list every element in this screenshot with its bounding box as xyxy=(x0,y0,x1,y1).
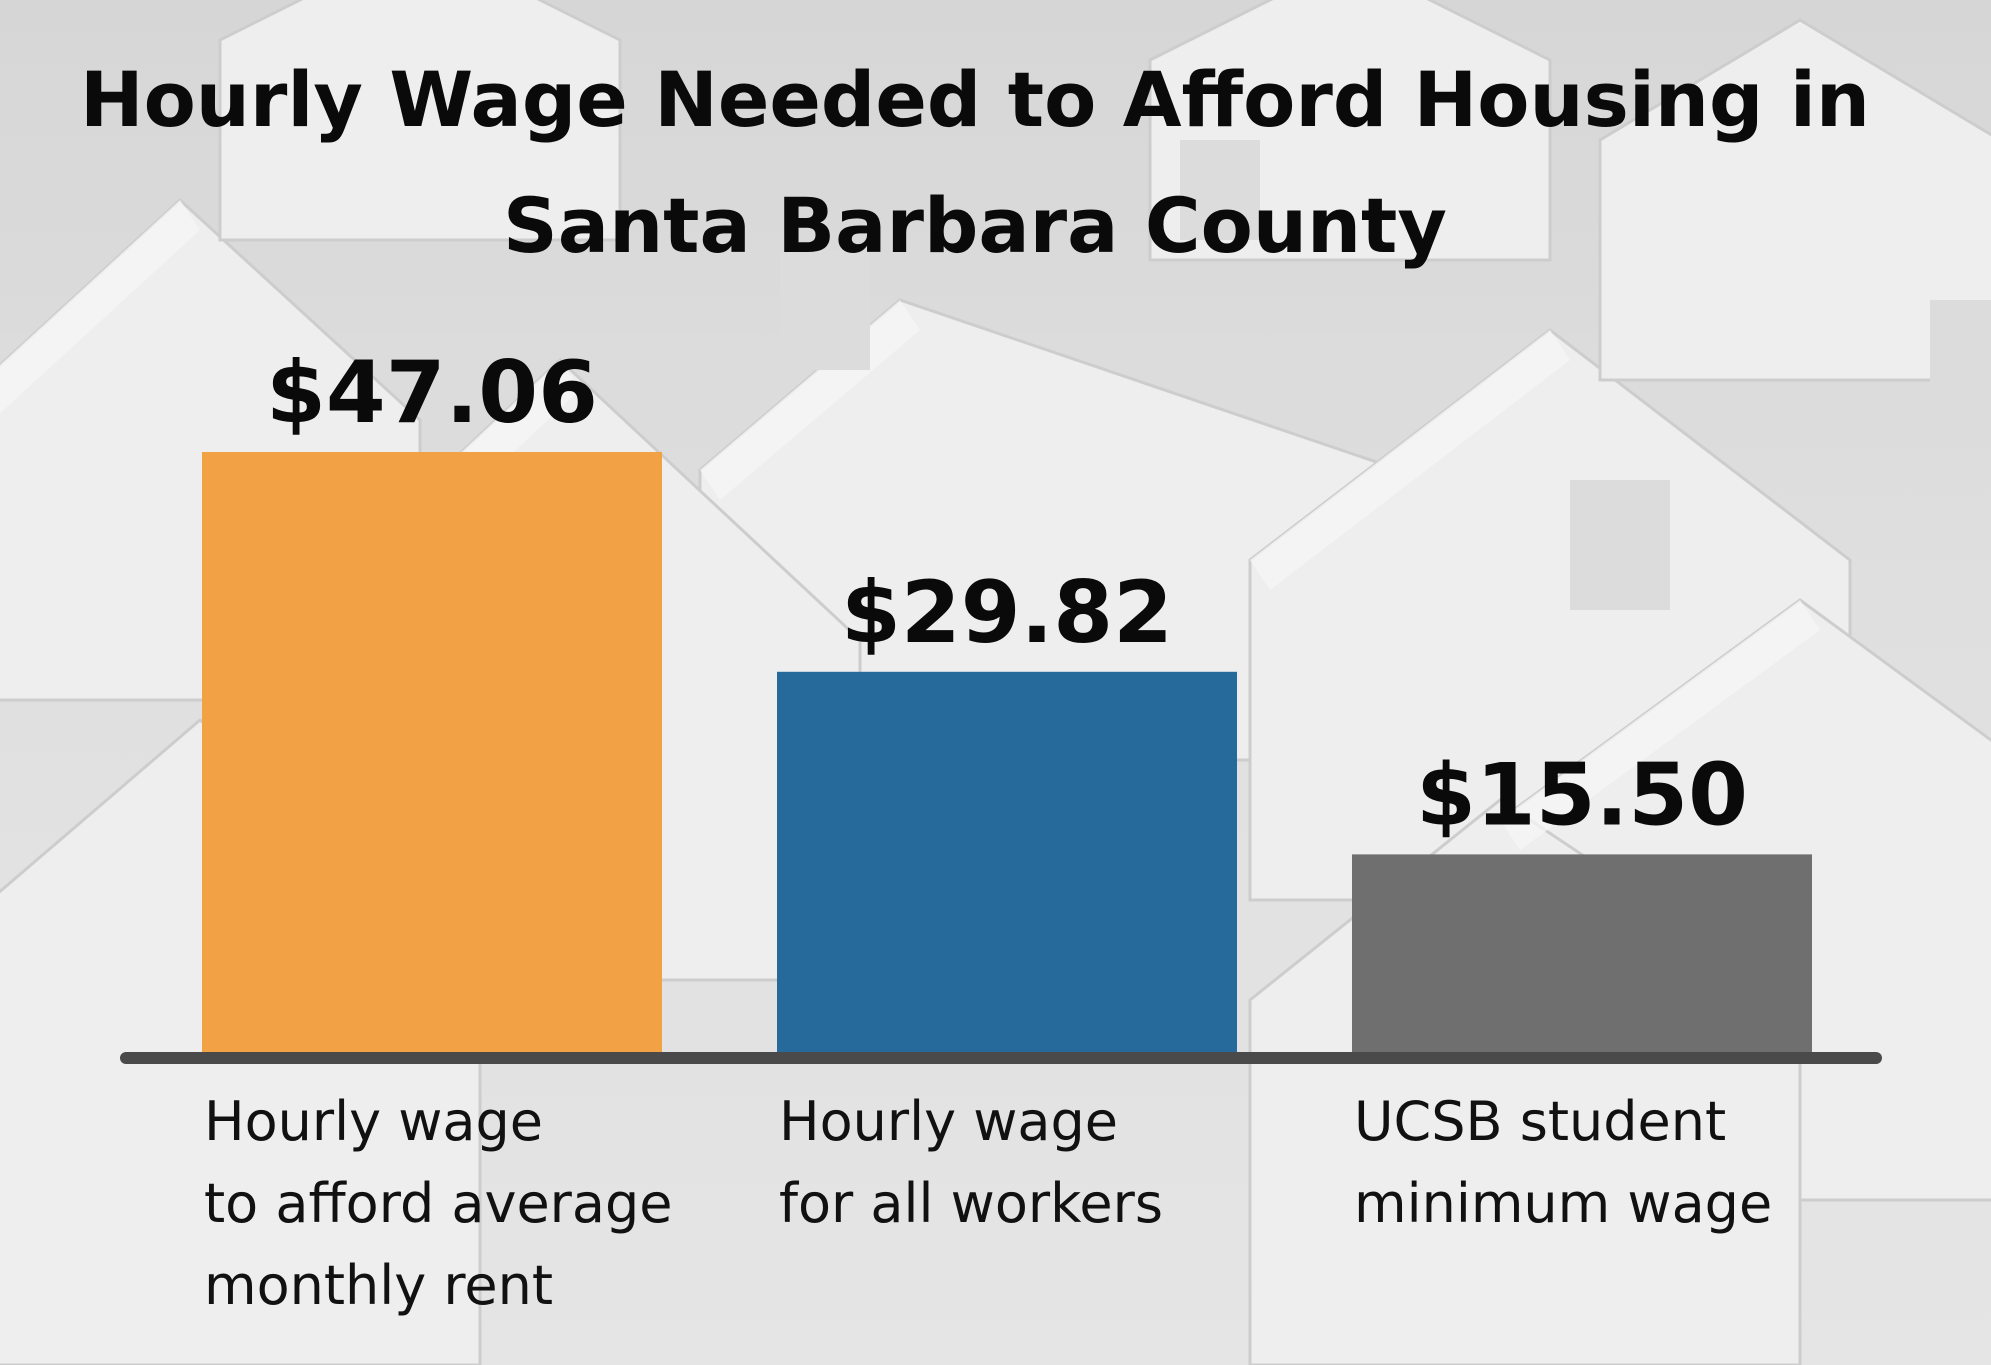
value-label-1: $47.06 xyxy=(266,343,598,443)
category-label-2-line-1: Hourly wage xyxy=(779,1090,1118,1153)
category-label-1-line-1: Hourly wage xyxy=(204,1090,543,1153)
value-labels-group: $47.06 $29.82 $15.50 xyxy=(266,343,1748,845)
category-label-1-line-3: monthly rent xyxy=(204,1254,553,1317)
value-label-2: $29.82 xyxy=(841,563,1173,663)
category-label-3-line-2: minimum wage xyxy=(1354,1172,1772,1235)
value-label-3: $15.50 xyxy=(1416,745,1748,845)
chart-title-line-2: Santa Barbara County xyxy=(503,181,1447,270)
category-label-2-line-2: for all workers xyxy=(779,1172,1163,1235)
bar-3 xyxy=(1352,854,1812,1052)
category-label-3-line-1: UCSB student xyxy=(1354,1090,1726,1153)
bar-1 xyxy=(202,452,662,1052)
category-labels-group: Hourly wage to afford average monthly rent… xyxy=(204,1090,1772,1317)
bar-2 xyxy=(777,671,1237,1052)
bars-group xyxy=(202,452,1812,1052)
chart-title-line-1: Hourly Wage Needed to Afford Housing in xyxy=(80,55,1870,144)
category-label-1-line-2: to afford average xyxy=(204,1172,672,1235)
